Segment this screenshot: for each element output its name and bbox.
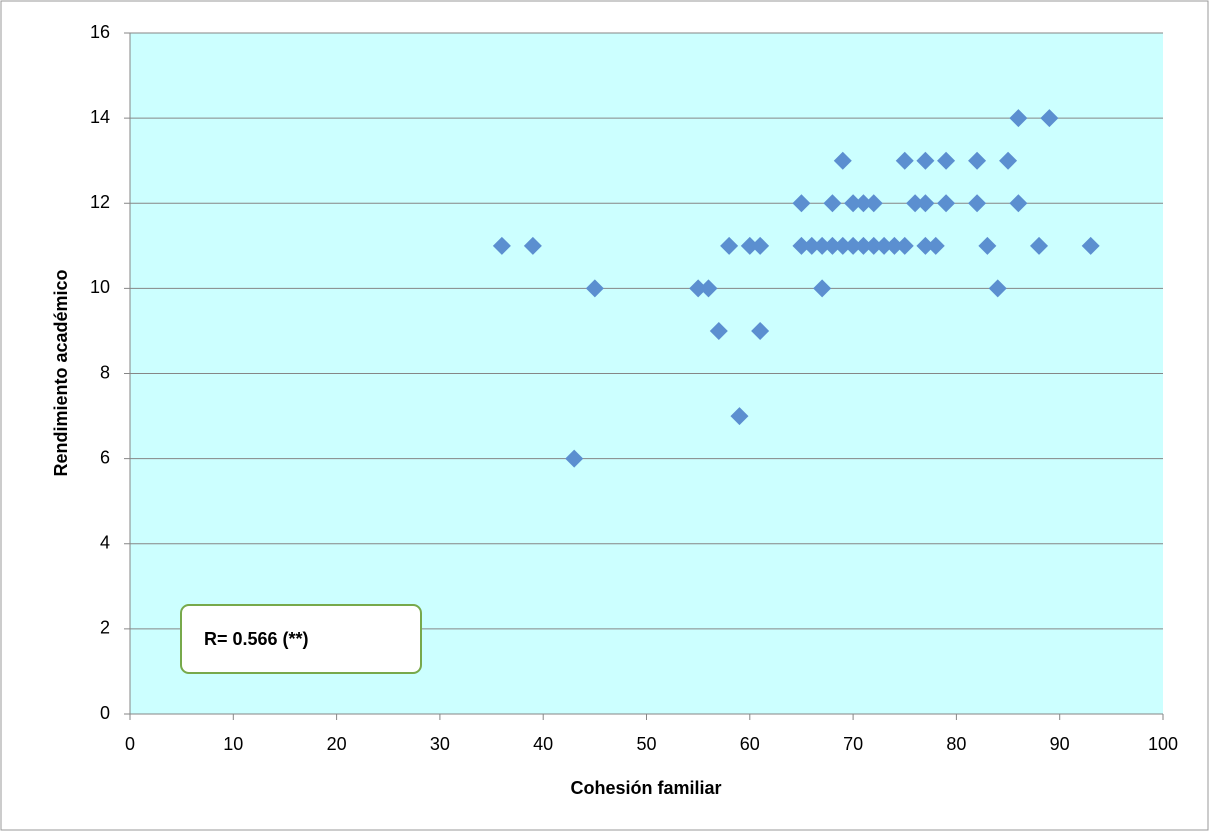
x-tick-label: 100 — [1148, 734, 1178, 754]
y-tick-label: 4 — [100, 533, 110, 553]
point — [802, 236, 821, 255]
x-tick-label: 50 — [636, 734, 656, 754]
point — [1009, 194, 1028, 213]
point — [833, 236, 852, 255]
point — [844, 236, 863, 255]
point — [523, 236, 542, 255]
point — [585, 279, 604, 298]
point — [916, 194, 935, 213]
x-tick-label: 40 — [533, 734, 553, 754]
point — [937, 151, 956, 170]
point — [978, 236, 997, 255]
y-tick-label: 0 — [100, 703, 110, 723]
point — [895, 236, 914, 255]
point — [565, 449, 584, 468]
point — [813, 236, 832, 255]
y-tick-label: 10 — [90, 277, 110, 297]
y-tick-label: 16 — [90, 22, 110, 42]
y-tick-label: 6 — [100, 447, 110, 467]
x-axis-title: Cohesión familiar — [570, 778, 721, 798]
y-tick-label: 8 — [100, 362, 110, 382]
point — [916, 151, 935, 170]
point — [740, 236, 759, 255]
x-tick-label: 20 — [327, 734, 347, 754]
y-tick-label: 12 — [90, 192, 110, 212]
point — [999, 151, 1018, 170]
point — [699, 279, 718, 298]
x-tick-label: 10 — [223, 734, 243, 754]
point — [792, 236, 811, 255]
point — [895, 151, 914, 170]
point — [854, 194, 873, 213]
point — [937, 194, 956, 213]
point — [988, 279, 1007, 298]
point — [844, 194, 863, 213]
point — [906, 194, 925, 213]
point — [864, 236, 883, 255]
point — [792, 194, 811, 213]
annotation-box — [180, 604, 422, 674]
x-tick-label: 60 — [740, 734, 760, 754]
point — [1081, 236, 1100, 255]
y-tick-label: 14 — [90, 107, 110, 127]
x-tick-label: 90 — [1050, 734, 1070, 754]
point — [916, 236, 935, 255]
x-tick-label: 70 — [843, 734, 863, 754]
annotation: R= 0.566 (**) — [204, 629, 309, 649]
x-tick-label: 80 — [946, 734, 966, 754]
x-tick-label: 30 — [430, 734, 450, 754]
point — [492, 236, 511, 255]
y-axis-title: Rendimiento académico — [51, 269, 71, 476]
point — [730, 407, 749, 426]
point — [813, 279, 832, 298]
point — [875, 236, 894, 255]
point — [926, 236, 945, 255]
x-tick-label: 0 — [125, 734, 135, 754]
point — [823, 236, 842, 255]
point — [751, 236, 770, 255]
point — [885, 236, 904, 255]
point — [751, 321, 770, 340]
point — [689, 279, 708, 298]
point — [823, 194, 842, 213]
point — [720, 236, 739, 255]
point — [833, 151, 852, 170]
point — [968, 151, 987, 170]
point — [709, 321, 728, 340]
point — [1040, 109, 1059, 128]
point — [1030, 236, 1049, 255]
point — [854, 236, 873, 255]
point — [1009, 109, 1028, 128]
point — [864, 194, 883, 213]
y-tick-label: 2 — [100, 618, 110, 638]
point — [968, 194, 987, 213]
